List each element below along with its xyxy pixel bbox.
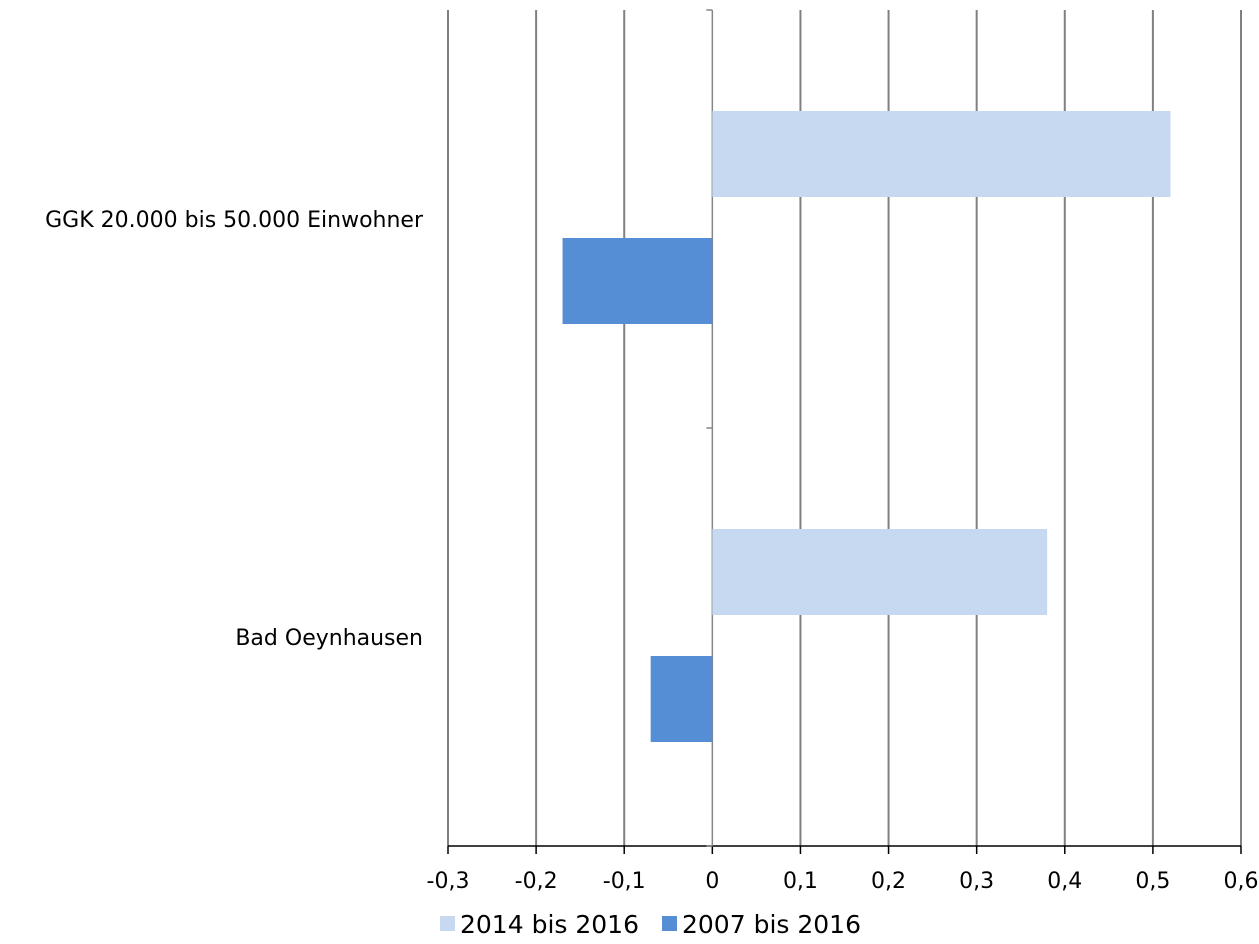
x-tick-label: 0,2: [871, 869, 906, 894]
legend: 2014 bis 2016 2007 bis 2016: [440, 910, 861, 939]
x-tick-label: 0,6: [1224, 869, 1259, 894]
category-label: GGK 20.000 bis 50.000 Einwohner: [45, 208, 424, 233]
bar-series-2: [650, 656, 713, 742]
bar-series-1: [712, 111, 1171, 197]
x-tick-label: -0,2: [515, 869, 558, 894]
bar-series-1: [712, 529, 1048, 615]
legend-label: 2007 bis 2016: [682, 910, 861, 939]
x-tick-label: 0,3: [959, 869, 994, 894]
x-tick-label: -0,1: [603, 869, 646, 894]
x-tick-label: -0,3: [427, 869, 470, 894]
bar-series-2: [562, 238, 713, 324]
x-tick-label: 0,1: [783, 869, 818, 894]
x-tick-label: 0,5: [1135, 869, 1170, 894]
legend-swatch: [440, 916, 455, 931]
legend-label: 2014 bis 2016: [460, 910, 639, 939]
bars: [562, 111, 1171, 742]
x-tick-label: 0: [705, 869, 719, 894]
category-label: Bad Oeynhausen: [235, 626, 423, 651]
labels: -0,3 -0,2 -0,1 0 0,1 0,2 0,3 0,4 0,5 0,6 GGK 20.00…: [45, 208, 1258, 894]
legend-swatch: [662, 916, 677, 931]
x-tick-label: 0,4: [1047, 869, 1082, 894]
